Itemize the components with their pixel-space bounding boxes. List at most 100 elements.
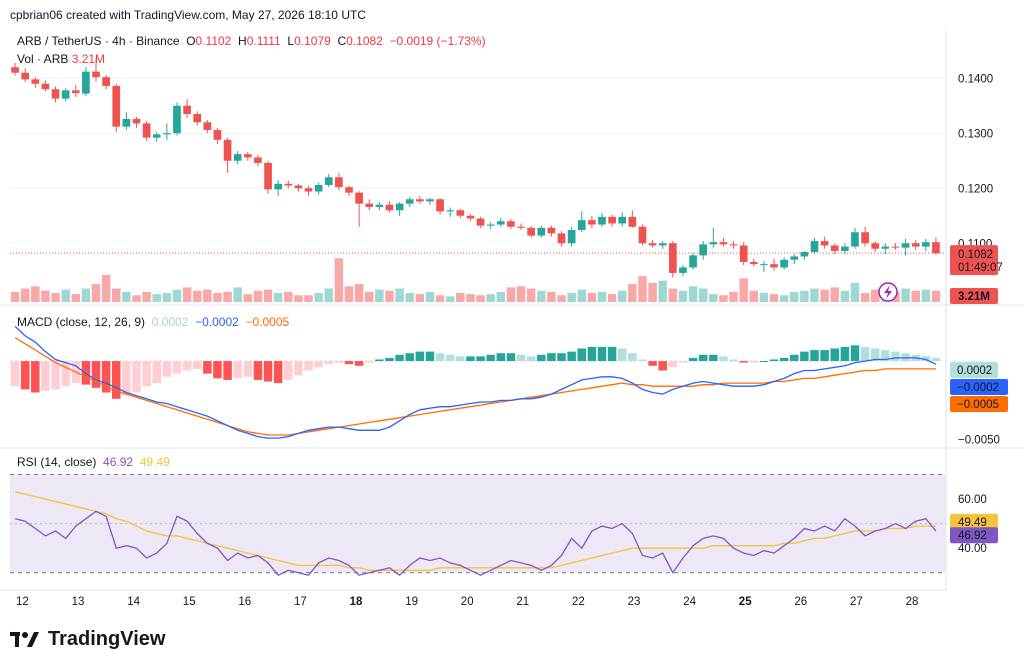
time-tick-label: 20 (461, 596, 474, 608)
volume-bar (192, 290, 202, 302)
macd-label[interactable]: MACD (close, 12, 26, 9) (17, 315, 146, 329)
credit-text: cpbrian06 created with TradingView.com, … (10, 8, 366, 22)
volume-bar (597, 291, 607, 302)
macd-histogram-bar (678, 361, 688, 363)
rsi-ma-line (14, 491, 936, 571)
candle-body (51, 89, 60, 99)
candle-body (658, 243, 667, 246)
volume-label[interactable]: Vol · ARB (17, 52, 69, 66)
low-value: 0.1079 (294, 34, 331, 48)
volume-bar (375, 289, 384, 302)
macd-histogram-bar (354, 361, 364, 366)
candle-body (152, 134, 161, 138)
volume-bar (51, 293, 60, 302)
rsi-tick-label: 60.00 (958, 494, 987, 506)
volume-bar (213, 293, 222, 302)
macd-histogram-bar (20, 361, 30, 390)
brand-name: TradingView (48, 628, 166, 650)
tradingview-logo[interactable]: TradingView (10, 628, 165, 651)
candle-body (668, 243, 677, 273)
candle-body (284, 183, 293, 186)
candle-body (132, 118, 141, 124)
macd-histogram-bar (112, 361, 121, 399)
candle-body (739, 245, 748, 262)
volume-bar (466, 294, 475, 302)
candle-body (760, 264, 768, 266)
macd-histogram-bar (628, 353, 637, 362)
macd-histogram-bar (830, 348, 839, 362)
macd-histogram-bar (415, 351, 425, 362)
symbol-legend: ARB / TetherUS · 4h · Binance O0.1102 H0… (17, 34, 486, 48)
time-tick-label: 14 (127, 596, 140, 608)
candle-body (426, 199, 434, 202)
volume-bar (284, 291, 293, 302)
symbol-name[interactable]: ARB / TetherUS · 4h · Binance (17, 34, 180, 48)
macd-histogram-bar (253, 361, 263, 380)
rsi-label[interactable]: RSI (14, close) (17, 455, 97, 469)
rsi-line (14, 510, 937, 577)
candle-body (679, 267, 687, 273)
macd-histogram-bar (152, 361, 161, 384)
macd-histogram-bar (284, 361, 293, 380)
candle-body (496, 221, 505, 225)
volume-bar (709, 294, 718, 302)
candle-body (223, 139, 232, 161)
candle-body (638, 226, 647, 244)
macd-histogram-bar (607, 346, 617, 362)
macd-histogram-bar (769, 359, 779, 362)
volume-bar (334, 258, 344, 302)
volume-bar (820, 289, 829, 302)
candle-body (61, 90, 70, 99)
time-tick-label: 27 (850, 596, 863, 608)
macd-histogram-bar (709, 354, 718, 362)
candle-body (851, 232, 859, 247)
volume-bar (243, 294, 253, 302)
time-tick-label: 17 (294, 596, 307, 608)
volume-bar (91, 284, 101, 302)
volume-bar (617, 290, 627, 302)
rsi-ma-axis-label: 49.49 (958, 517, 987, 529)
macd-histogram-bar (658, 361, 667, 371)
macd-histogram-bar (61, 361, 70, 387)
rsi-axis-label: 46.92 (958, 530, 987, 542)
volume-bar (435, 295, 445, 302)
candle-body (932, 242, 940, 254)
rsi-tick-label: 40.00 (958, 543, 987, 555)
volume-bar (678, 290, 688, 302)
macd-histogram-bar (375, 359, 384, 362)
volume-bar (203, 289, 212, 302)
candle-body (598, 216, 606, 225)
macd-histogram-bar (223, 361, 232, 380)
macd-hist-badge (950, 362, 998, 378)
volume-bar (921, 289, 931, 302)
time-tick-label: 22 (572, 596, 585, 608)
time-tick-label: 28 (906, 596, 919, 608)
volume-bar (122, 291, 131, 302)
volume-bar (537, 290, 546, 302)
macd-histogram-bar (425, 351, 435, 362)
volume-bar (456, 293, 465, 302)
macd-histogram-bar (506, 353, 516, 362)
volume-bar (830, 287, 839, 302)
candle-body (355, 192, 363, 204)
candle-body (41, 83, 50, 90)
macd-histogram-bar (435, 353, 445, 362)
volume-bar (628, 284, 637, 302)
candle-body (517, 226, 525, 228)
macd-histogram-bar (405, 353, 414, 362)
candle-body (709, 242, 718, 245)
volume-bar (71, 294, 81, 302)
volume-bar (526, 288, 536, 302)
volume-bar (648, 282, 657, 302)
candle-body (193, 114, 202, 123)
last-price-badge (950, 245, 998, 276)
candle-body (507, 221, 515, 227)
candle-body (719, 242, 728, 245)
candle-body (122, 118, 131, 127)
macd-histogram-bar (739, 361, 748, 363)
macd-histogram-bar (91, 361, 101, 388)
macd-line (14, 325, 937, 439)
open-value: 0.1102 (195, 34, 232, 48)
candle-body (92, 71, 100, 78)
